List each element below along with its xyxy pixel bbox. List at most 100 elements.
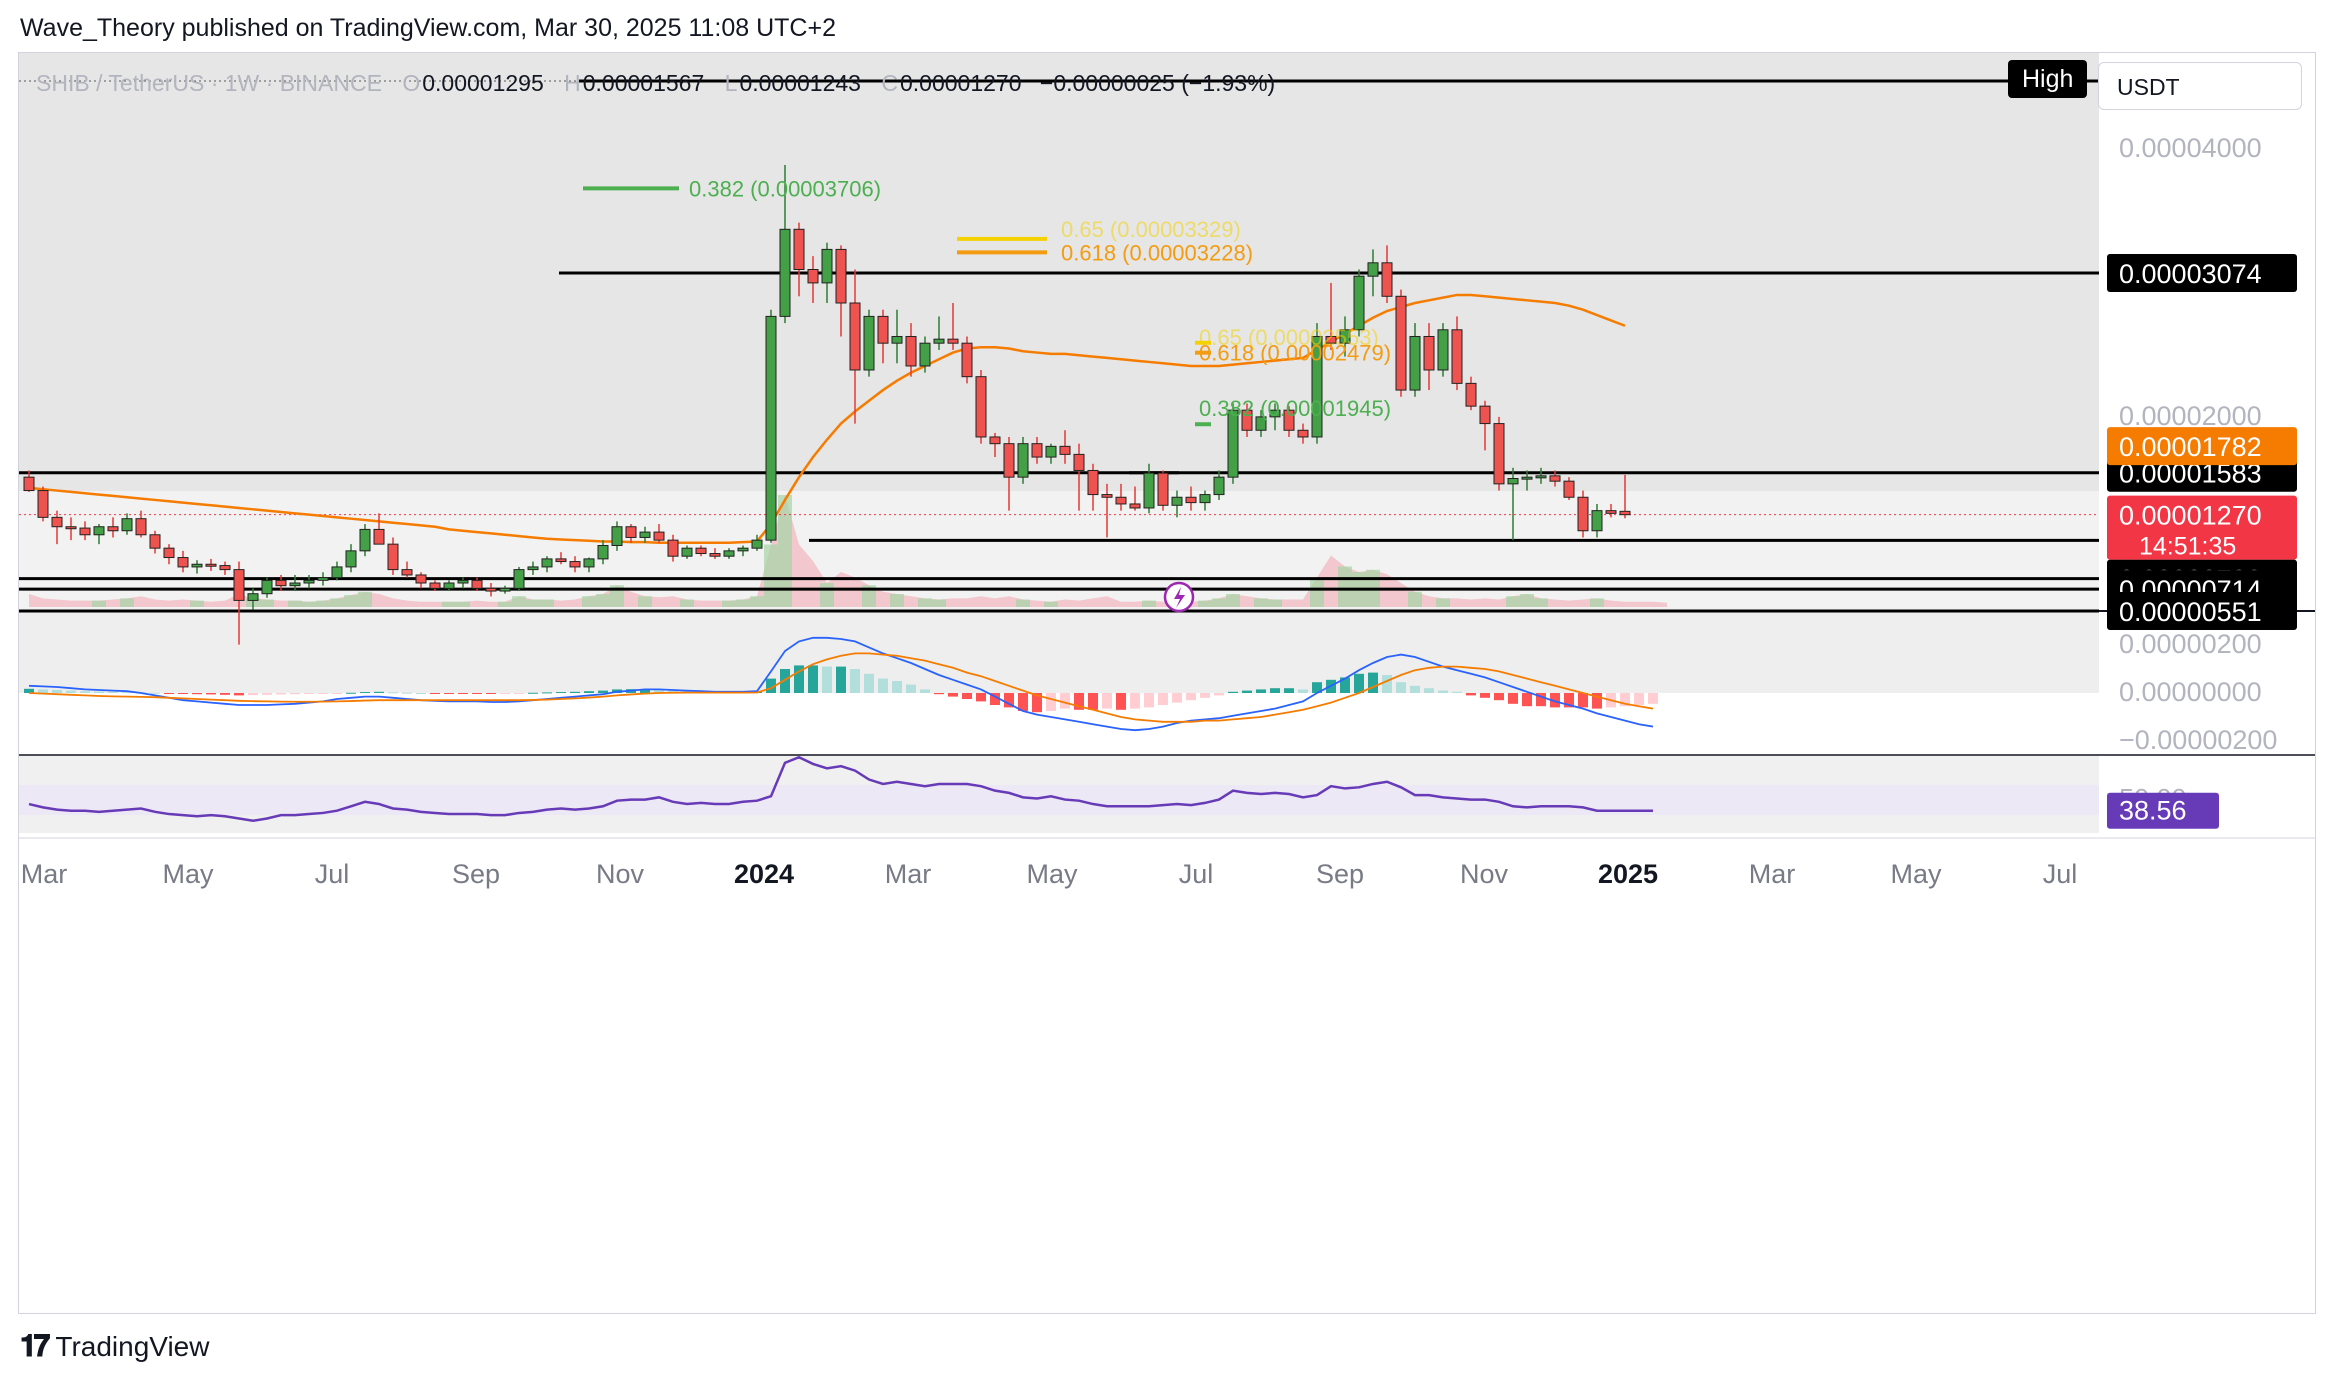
macd-hist-bar [1620,693,1630,707]
macd-hist-bar [1158,693,1168,705]
macd-hist-bar [878,678,888,693]
macd-hist-bar [220,693,230,695]
candle-body [499,587,511,592]
volume-bar [750,596,764,607]
macd-hist-bar [1410,685,1420,693]
macd-hist-bar [1214,693,1224,696]
candle-body [275,579,287,587]
current-price-tag-text: 0.00001270 [2119,501,2262,531]
macd-hist-bar [1228,691,1238,693]
volume-bar [890,594,904,607]
macd-hist-bar [192,693,202,695]
macd-hist-bar [920,689,930,693]
macd-hist-bar [178,693,188,694]
volume-bar [1436,598,1450,607]
macd-hist-bar [416,693,426,694]
candle-body [1283,409,1295,431]
level-tag-text: 0.00003074 [2119,259,2262,289]
candle-body [639,531,651,538]
macd-hist-bar [1060,693,1070,709]
macd-hist-bar [66,690,76,693]
candle-body [527,566,539,571]
candle-body [1353,275,1365,331]
time-axis-label: May [162,859,214,889]
macd-hist-bar [1018,693,1028,711]
macd-hist-bar [108,691,118,693]
candle-body [37,490,49,518]
price-type-button[interactable]: High [2008,60,2088,98]
volume-bar [498,601,512,607]
candle-body [891,335,903,344]
macd-hist-bar [318,693,328,694]
macd-hist-bar [1438,690,1448,693]
ema-price-tag-bg [2107,427,2297,466]
macd-hist-bar [1522,693,1532,707]
candle-body [1311,335,1323,438]
candle-body [177,557,189,568]
candle-body [1241,409,1253,431]
volume-bar [442,601,456,607]
publisher-caption: Wave_Theory published on TradingView.com… [20,14,836,42]
candle-body [23,476,35,492]
candle-body [765,315,777,541]
tradingview-logo-icon: 𝟏𝟕 [20,1330,50,1363]
volume-bar [92,600,106,607]
macd-hist-bar [1340,677,1350,693]
time-axis-label: Mar [1749,859,1796,889]
candle-body [1521,476,1533,480]
macd-hist-bar [1088,693,1098,710]
volume-bar [1408,591,1422,607]
current-price-tag-bg [2107,495,2297,560]
volume-bar [596,594,610,607]
candle-body [681,547,693,557]
open-value: 0.00001295 [422,70,544,96]
macd-hist-bar [808,665,818,693]
volume-bar [1506,596,1520,607]
candle-body [1395,295,1407,391]
volume-bar [316,600,330,607]
footer-brand[interactable]: 𝟏𝟕 TradingView [20,1330,209,1364]
fib-label: 0.65 (0.00003329) [1061,217,1241,242]
macd-hist-bar [1424,688,1434,693]
macd-hist-bar [864,673,874,693]
candle-body [1339,329,1351,344]
chart-canvas[interactable]: 0.382 (0.00003706)0.65 (0.00003329)0.618… [19,53,2315,1313]
candle-body [1045,445,1057,458]
chart-frame[interactable]: 0.382 (0.00003706) 0.65 (0.00003329) 0.618… [18,52,2316,1314]
macd-hist-bar [934,693,944,695]
currency-selector[interactable]: USDT [2098,62,2302,110]
macd-hist-bar [1536,693,1546,707]
candle-body [1129,503,1141,509]
candle-body [625,526,637,538]
macd-hist-bar [1494,693,1504,701]
candle-body [1381,262,1393,297]
volume-bar [1212,598,1226,607]
macd-hist-bar [1508,693,1518,704]
candle-body [821,248,833,284]
time-axis-label: Mar [21,859,68,889]
candle-body [989,436,1001,445]
footer-brand-label: TradingView [55,1331,210,1362]
ema-price-tag-text: 0.00001782 [2119,432,2262,462]
macd-hist-bar [780,669,790,693]
candle-body [541,558,553,568]
macd-hist-bar [1004,693,1014,708]
macd-hist-bar [976,693,986,702]
macd-hist-bar [1354,673,1364,693]
volume-bar [512,596,526,607]
macd-hist-bar [654,689,664,693]
candle-body [1171,496,1183,506]
macd-hist-bar [444,693,454,694]
high-label: H [564,70,581,96]
candle-body [247,593,259,601]
rsi-line [28,755,1653,823]
candle-body [387,543,399,571]
candle-body [331,566,343,579]
candle-body [1199,494,1211,504]
macd-hist-bar [906,684,916,693]
macd-hist-bar [850,669,860,693]
candle-body [1325,335,1337,344]
candle-body [233,569,245,601]
volume-bar [302,601,316,607]
